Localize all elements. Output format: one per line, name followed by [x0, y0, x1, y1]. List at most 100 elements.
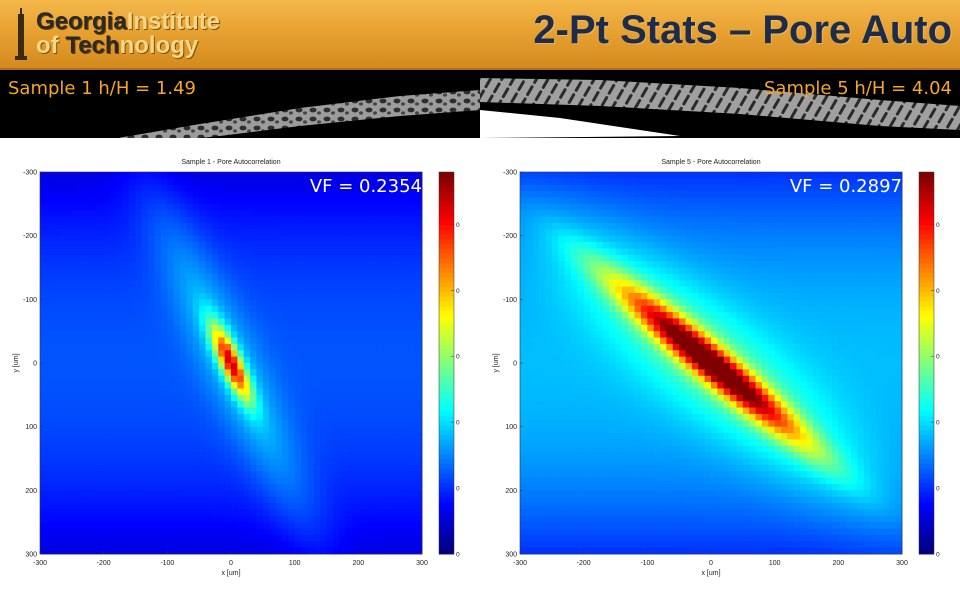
heatmap-cell — [116, 235, 124, 243]
heatmap-cell — [532, 496, 540, 504]
heatmap-cell — [218, 483, 226, 491]
heatmap-cell — [402, 203, 410, 211]
heatmap-cell — [250, 280, 257, 287]
heatmap-cell — [218, 235, 226, 243]
heatmap-cell — [288, 299, 296, 307]
heatmap-cell — [59, 197, 66, 205]
heatmap-cell — [634, 184, 642, 192]
heatmap-cell — [590, 216, 597, 224]
heatmap-cell — [364, 292, 372, 300]
heatmap-cell — [281, 471, 289, 478]
heatmap-cell — [78, 350, 85, 358]
heatmap-cell — [237, 248, 245, 256]
heatmap-cell — [570, 458, 578, 466]
heatmap-cell — [135, 197, 143, 205]
heatmap-cell — [160, 216, 168, 224]
heatmap-cell — [570, 197, 578, 205]
heatmap-cell — [211, 242, 219, 249]
heatmap-cell — [269, 413, 276, 421]
heatmap-cell — [602, 331, 610, 338]
heatmap-cell — [192, 522, 200, 529]
heatmap-cell — [351, 356, 359, 364]
heatmap-cell — [186, 343, 194, 351]
heatmap-cell — [218, 261, 226, 268]
heatmap-cell — [307, 331, 315, 338]
heatmap-cell — [192, 197, 200, 205]
heatmap-cell — [186, 541, 194, 549]
heatmap-cell — [65, 534, 73, 542]
heatmap-cell — [415, 407, 423, 415]
heatmap-cell — [339, 235, 346, 243]
heatmap-cell — [621, 286, 629, 294]
heatmap-cell — [415, 401, 423, 408]
heatmap-cell — [609, 433, 616, 440]
heatmap-cell — [129, 534, 136, 542]
heatmap-cell — [211, 350, 219, 358]
heatmap-cell — [532, 420, 540, 428]
heatmap-cell — [97, 420, 105, 428]
heatmap-cell — [78, 471, 85, 478]
heatmap-cell — [65, 172, 73, 179]
heatmap-cell — [609, 216, 616, 224]
heatmap-cell — [564, 286, 572, 294]
heatmap-cell — [262, 210, 270, 217]
heatmap-cell — [186, 547, 194, 555]
heatmap-cell — [262, 331, 270, 338]
heatmap-cell — [596, 222, 604, 230]
heatmap-cell — [602, 292, 610, 300]
heatmap-cell — [250, 401, 257, 408]
heatmap-cell — [301, 503, 308, 510]
heatmap-cell — [313, 331, 321, 338]
heatmap-cell — [371, 471, 378, 478]
heatmap-cell — [377, 273, 385, 281]
colorbar-swatch — [439, 348, 454, 354]
heatmap-cell — [231, 350, 238, 358]
heatmap-cell — [231, 375, 238, 383]
heatmap-cell — [173, 458, 181, 466]
heatmap-cell — [526, 433, 534, 440]
heatmap-cell — [65, 318, 73, 326]
heatmap-cell — [160, 528, 168, 536]
heatmap-cell — [167, 343, 175, 351]
heatmap-cell — [180, 541, 187, 549]
heatmap-cell — [211, 458, 219, 466]
heatmap-cell — [564, 273, 572, 281]
heatmap-cell — [78, 458, 85, 466]
heatmap-cell — [364, 363, 372, 370]
heatmap-cell — [262, 515, 270, 523]
heatmap-cell — [192, 203, 200, 211]
heatmap-cell — [294, 503, 302, 510]
heatmap-cell — [148, 382, 155, 389]
heatmap-cell — [288, 388, 296, 396]
heatmap-cell — [84, 248, 92, 256]
heatmap-cell — [269, 350, 276, 358]
heatmap-cell — [590, 184, 597, 192]
heatmap-cell — [615, 464, 623, 472]
heatmap-cell — [269, 312, 276, 319]
heatmap-cell — [551, 292, 559, 300]
heatmap-cell — [390, 382, 397, 389]
heatmap-cell — [583, 210, 591, 217]
heatmap-cell — [186, 312, 194, 319]
heatmap-cell — [402, 375, 410, 383]
heatmap-cell — [205, 528, 213, 536]
heatmap-cell — [180, 267, 187, 275]
heatmap-cell — [52, 248, 60, 256]
heatmap-cell — [269, 235, 276, 243]
heatmap-cell — [577, 483, 585, 491]
heatmap-cell — [97, 350, 105, 358]
heatmap-cell — [371, 337, 378, 345]
heatmap-cell — [218, 305, 226, 313]
heatmap-cell — [532, 324, 540, 332]
heatmap-cell — [583, 216, 591, 224]
heatmap-cell — [65, 458, 73, 466]
heatmap-cell — [294, 547, 302, 555]
heatmap-cell — [402, 356, 410, 364]
heatmap-cell — [532, 394, 540, 402]
heatmap-cell — [148, 515, 155, 523]
heatmap-cell — [558, 331, 565, 338]
heatmap-cell — [129, 490, 136, 498]
heatmap-cell — [122, 286, 130, 294]
heatmap-cell — [262, 337, 270, 345]
heatmap-cell — [243, 369, 251, 377]
